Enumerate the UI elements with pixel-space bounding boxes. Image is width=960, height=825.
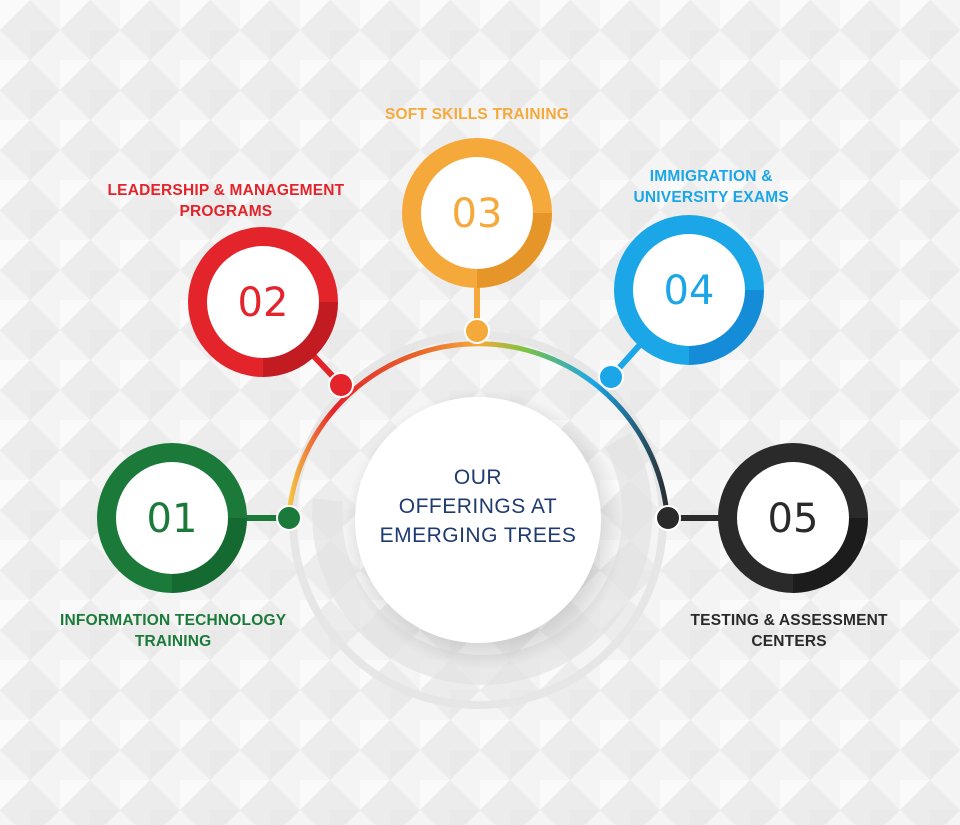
arc-dot-05 <box>655 505 681 531</box>
node-number: 03 <box>452 191 503 237</box>
center-hub: OUR OFFERINGS AT EMERGING TREES <box>344 390 624 670</box>
offering-title-03: SOFT SKILLS TRAINING <box>385 104 569 125</box>
center-circle <box>355 397 601 643</box>
offering-title-line: IMMIGRATION & <box>649 168 773 185</box>
node-number: 05 <box>768 496 819 542</box>
offering-title-02: LEADERSHIP & MANAGEMENT PROGRAMS <box>108 180 345 222</box>
node-inner <box>737 462 849 574</box>
node-number: 02 <box>238 280 289 326</box>
offering-node-02: 02 <box>188 227 338 377</box>
center-title-line: EMERGING TREES <box>380 524 577 547</box>
offering-title-05: TESTING & ASSESSMENT CENTERS <box>691 610 888 652</box>
offering-title-line: UNIVERSITY EXAMS <box>633 189 789 206</box>
offering-node-03: 03 <box>402 138 552 288</box>
center-title-line: OFFERINGS AT <box>399 495 557 518</box>
arc-dot-04 <box>598 364 624 390</box>
offering-node-01: 01 <box>97 443 247 593</box>
node-inner <box>116 462 228 574</box>
offering-nodes: 01 02 03 04 05 <box>97 138 868 593</box>
node-inner <box>207 246 319 358</box>
offering-title-line: TRAINING <box>134 633 212 650</box>
offering-title-line: SOFT SKILLS TRAINING <box>385 106 569 123</box>
offering-title-01: INFORMATION TECHNOLOGY TRAINING <box>60 610 286 652</box>
offering-node-04: 04 <box>614 215 764 365</box>
offering-title-line: INFORMATION TECHNOLOGY <box>60 612 287 629</box>
arc-dot-03 <box>464 318 490 344</box>
offering-title-line: LEADERSHIP & MANAGEMENT <box>107 182 345 199</box>
node-number: 04 <box>664 268 715 314</box>
arc-dot-01 <box>276 505 302 531</box>
node-inner <box>633 234 745 346</box>
arc-dot-02 <box>328 372 354 398</box>
node-inner <box>421 157 533 269</box>
offering-node-05: 05 <box>718 443 868 593</box>
center-title-line: OUR <box>454 466 502 489</box>
offering-title-line: PROGRAMS <box>179 203 273 220</box>
offering-title-line: CENTERS <box>751 633 827 650</box>
offering-title-04: IMMIGRATION & UNIVERSITY EXAMS <box>634 166 789 208</box>
node-number: 01 <box>147 496 198 542</box>
offering-title-line: TESTING & ASSESSMENT <box>690 612 888 629</box>
